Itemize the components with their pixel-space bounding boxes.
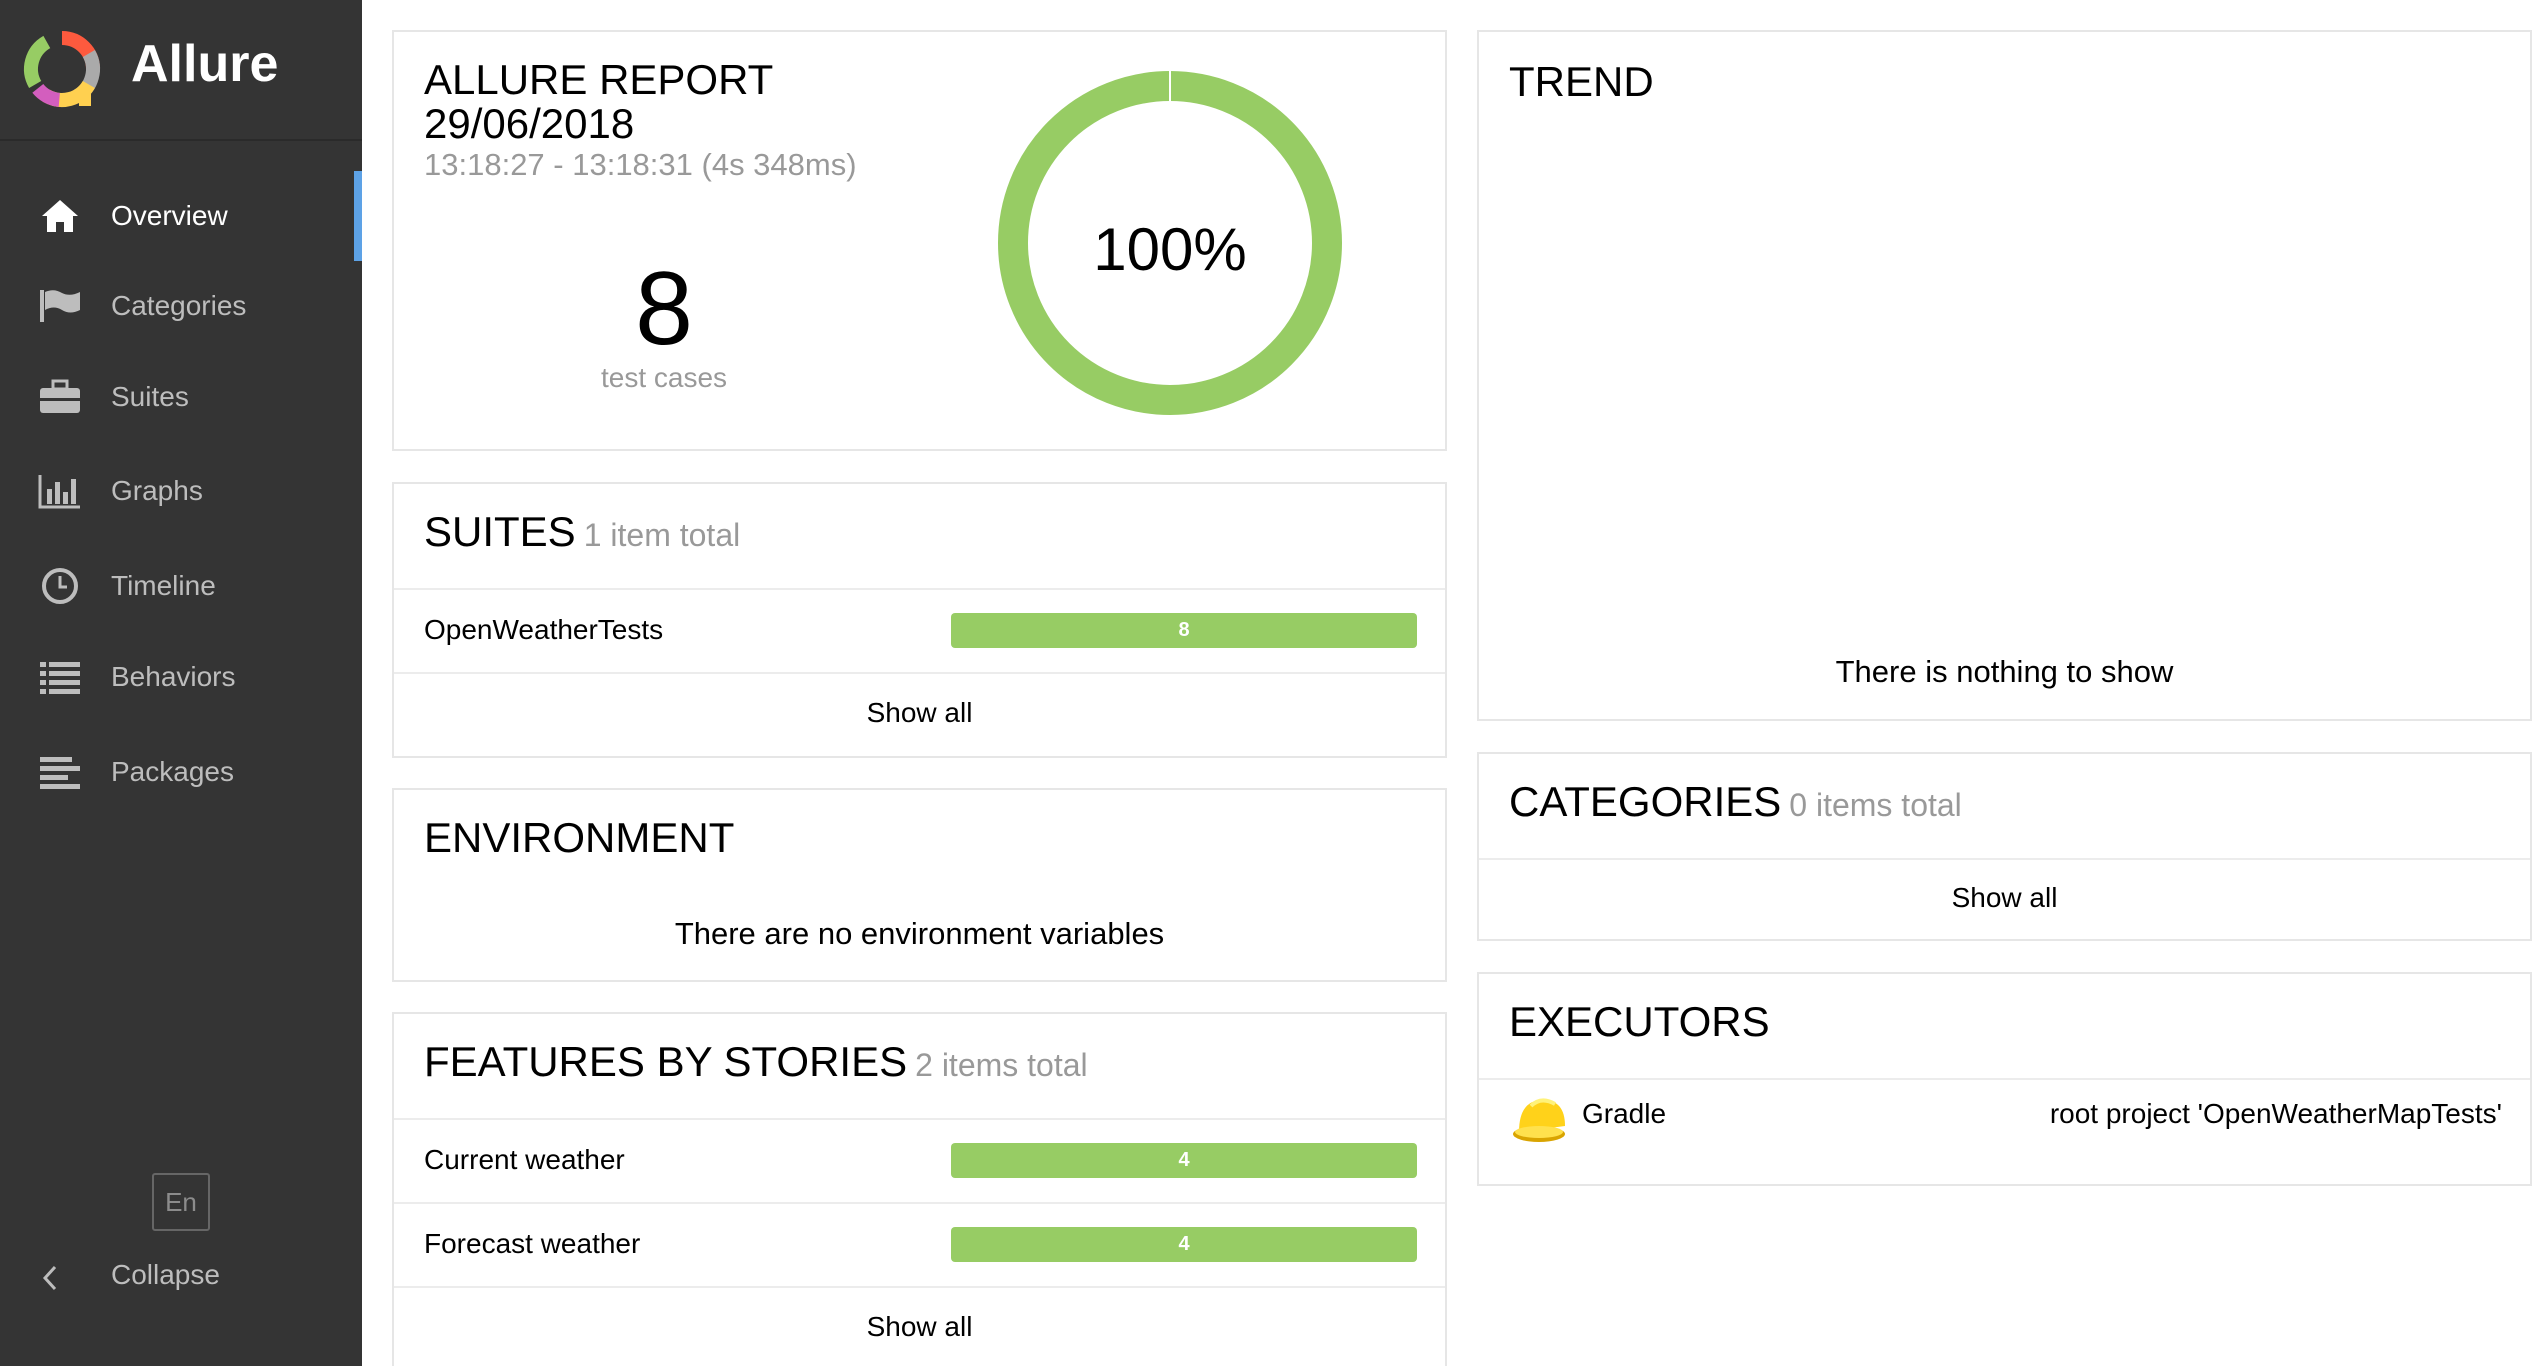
sidebar-item-label: Overview xyxy=(111,200,228,231)
sidebar-item-label: Timeline xyxy=(111,570,216,601)
sidebar-item-timeline[interactable]: Timeline xyxy=(0,541,362,631)
sidebar-item-suites[interactable]: Suites xyxy=(0,352,362,442)
features-widget: FEATURES BY STORIES 2 items total Current… xyxy=(392,1012,1447,1366)
sidebar-item-overview[interactable]: Overview xyxy=(0,171,362,261)
clock-icon xyxy=(36,562,84,610)
divider xyxy=(394,672,1445,674)
environment-title: ENVIRONMENT xyxy=(424,814,735,861)
suite-name: OpenWeatherTests xyxy=(424,614,664,645)
suite-row[interactable]: OpenWeatherTests 8 xyxy=(394,590,1445,672)
environment-empty-text: There are no environment variables xyxy=(674,916,1165,951)
flag-icon xyxy=(36,282,84,330)
allure-logo-icon xyxy=(23,31,100,107)
executors-title: EXECUTORS xyxy=(1509,998,1770,1045)
test-count-label: test cases xyxy=(600,362,728,393)
sidebar-item-categories[interactable]: Categories xyxy=(0,261,362,351)
report-time-range: 13:18:27 - 13:18:31 (4s 348ms) xyxy=(424,147,857,182)
widget-title: FEATURES BY STORIES xyxy=(424,1038,908,1085)
categories-title: CATEGORIES 0 items total xyxy=(1509,778,1962,826)
environment-widget: ENVIRONMENT There are no environment var… xyxy=(392,788,1447,982)
divider xyxy=(394,588,1445,590)
language-button[interactable]: En xyxy=(152,1173,210,1231)
feature-row[interactable]: Forecast weather 4 xyxy=(394,1204,1445,1286)
suites-show-all-link[interactable]: Show all xyxy=(866,697,973,728)
divider xyxy=(1479,1078,2530,1080)
hard-hat-icon xyxy=(1513,1098,1565,1142)
suite-passed-bar[interactable]: 8 xyxy=(951,613,1417,648)
sidebar-item-label: Behaviors xyxy=(111,661,236,692)
divider xyxy=(394,1286,1445,1288)
sidebar-item-label: Suites xyxy=(111,381,189,412)
collapse-button[interactable]: Collapse xyxy=(0,1253,362,1303)
suites-title: SUITES 1 item total xyxy=(424,508,740,556)
test-count: 8 xyxy=(635,251,693,367)
divider xyxy=(1479,858,2530,860)
widget-subtitle: 1 item total xyxy=(583,517,741,553)
sidebar-item-packages[interactable]: Packages xyxy=(0,727,362,817)
features-title: FEATURES BY STORIES 2 items total xyxy=(424,1038,1088,1086)
sidebar-item-behaviors[interactable]: Behaviors xyxy=(0,632,362,722)
report-date: 29/06/2018 xyxy=(424,100,635,147)
feature-passed-bar[interactable]: 4 xyxy=(951,1227,1417,1262)
brand[interactable]: Allure xyxy=(0,0,362,141)
brand-name: Allure xyxy=(131,35,279,93)
pass-rate-percent: 100% xyxy=(1093,216,1247,283)
align-left-icon xyxy=(36,748,84,796)
bar-chart-icon xyxy=(36,467,84,515)
sidebar: Allure Overview Categories Suites Graphs… xyxy=(0,0,362,1366)
widget-title: SUITES xyxy=(424,508,576,555)
feature-name: Current weather xyxy=(424,1144,625,1175)
features-show-all-link[interactable]: Show all xyxy=(866,1311,973,1342)
summary-widget: ALLURE REPORT 29/06/2018 13:18:27 - 13:1… xyxy=(392,30,1447,451)
pass-rate-donut[interactable] xyxy=(994,67,1346,419)
report-title: ALLURE REPORT xyxy=(424,56,774,103)
widget-subtitle: 0 items total xyxy=(1789,787,1962,823)
sidebar-item-graphs[interactable]: Graphs xyxy=(0,446,362,536)
collapse-label: Collapse xyxy=(111,1259,220,1290)
categories-show-all-link[interactable]: Show all xyxy=(1951,882,2058,913)
trend-title: TREND xyxy=(1509,58,1654,105)
sidebar-item-label: Categories xyxy=(111,290,247,321)
briefcase-icon xyxy=(36,373,84,421)
list-icon xyxy=(36,653,84,701)
executor-name: Gradle xyxy=(1582,1098,1667,1129)
feature-name: Forecast weather xyxy=(424,1228,641,1259)
executors-widget: EXECUTORS Gradle root project 'OpenWeath… xyxy=(1477,972,2532,1186)
sidebar-item-label: Packages xyxy=(111,756,234,787)
widget-subtitle: 2 items total xyxy=(915,1047,1088,1083)
feature-passed-bar[interactable]: 4 xyxy=(951,1143,1417,1178)
feature-row[interactable]: Current weather 4 xyxy=(394,1120,1445,1202)
suites-widget: SUITES 1 item total OpenWeatherTests 8 Sh… xyxy=(392,482,1447,758)
divider xyxy=(394,1118,1445,1120)
divider xyxy=(394,1202,1445,1204)
trend-empty-text: There is nothing to show xyxy=(1835,654,2174,689)
executor-build-name[interactable]: root project 'OpenWeatherMapTests' xyxy=(2049,1098,2502,1129)
home-icon xyxy=(36,192,84,240)
sidebar-item-label: Graphs xyxy=(111,475,203,506)
chevron-left-icon xyxy=(42,1265,57,1291)
categories-widget: CATEGORIES 0 items total Show all xyxy=(1477,752,2532,941)
trend-widget: TREND There is nothing to show xyxy=(1477,30,2532,721)
widget-title: CATEGORIES xyxy=(1509,778,1782,825)
executor-row[interactable]: Gradle root project 'OpenWeatherMapTests… xyxy=(1479,1080,2530,1180)
